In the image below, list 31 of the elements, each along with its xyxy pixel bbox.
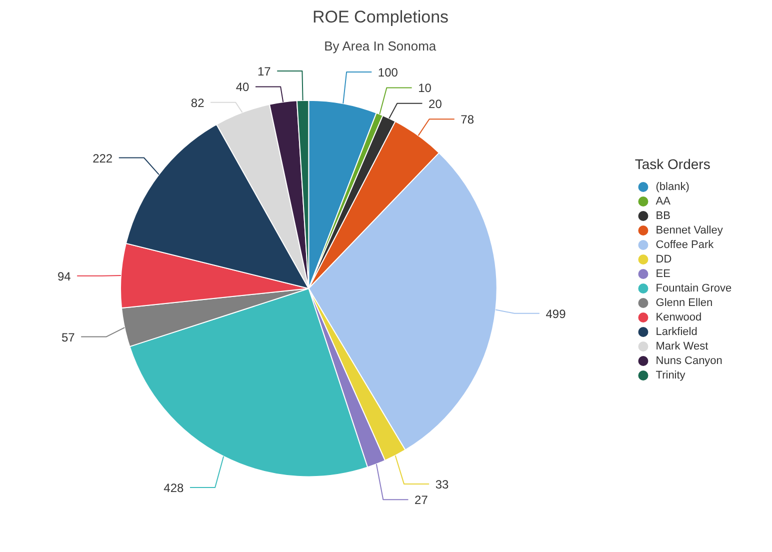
data-label: 20 [428, 96, 442, 111]
data-label: 17 [257, 64, 272, 79]
data-label: 82 [190, 96, 205, 110]
data-label: 40 [236, 80, 250, 94]
legend-label: Nuns Canyon [656, 355, 722, 367]
legend-label: Glenn Ellen [656, 297, 713, 309]
legend-label: (blank) [656, 181, 690, 193]
data-label: 499 [546, 306, 566, 321]
data-label: 78 [460, 112, 474, 127]
legend-label: Kenwood [656, 312, 702, 324]
data-label: 33 [435, 477, 450, 492]
legend-label: Mark West [656, 340, 708, 352]
legend-label: DD [656, 254, 672, 266]
chart-subtitle: By Area In Sonoma [324, 38, 437, 54]
legend-title: Task Orders [634, 156, 710, 172]
legend-label: EE [656, 268, 670, 280]
data-label: 100 [378, 66, 398, 80]
data-label: 222 [92, 151, 113, 166]
legend-label: Fountain Grove [656, 282, 732, 294]
legend-label: Larkfield [656, 326, 698, 338]
legend-label: Bennet Valley [656, 224, 724, 236]
chart-title: ROE Completions [312, 8, 449, 26]
data-label: 10 [418, 81, 432, 96]
data-label: 428 [164, 480, 184, 495]
legend-label: BB [656, 210, 670, 222]
legend-label: Trinity [656, 370, 686, 382]
data-label: 94 [57, 269, 72, 284]
legend-label: Coffee Park [656, 239, 714, 251]
legend-label: AA [656, 196, 672, 208]
data-label: 27 [414, 493, 428, 508]
data-label: 57 [61, 330, 76, 344]
